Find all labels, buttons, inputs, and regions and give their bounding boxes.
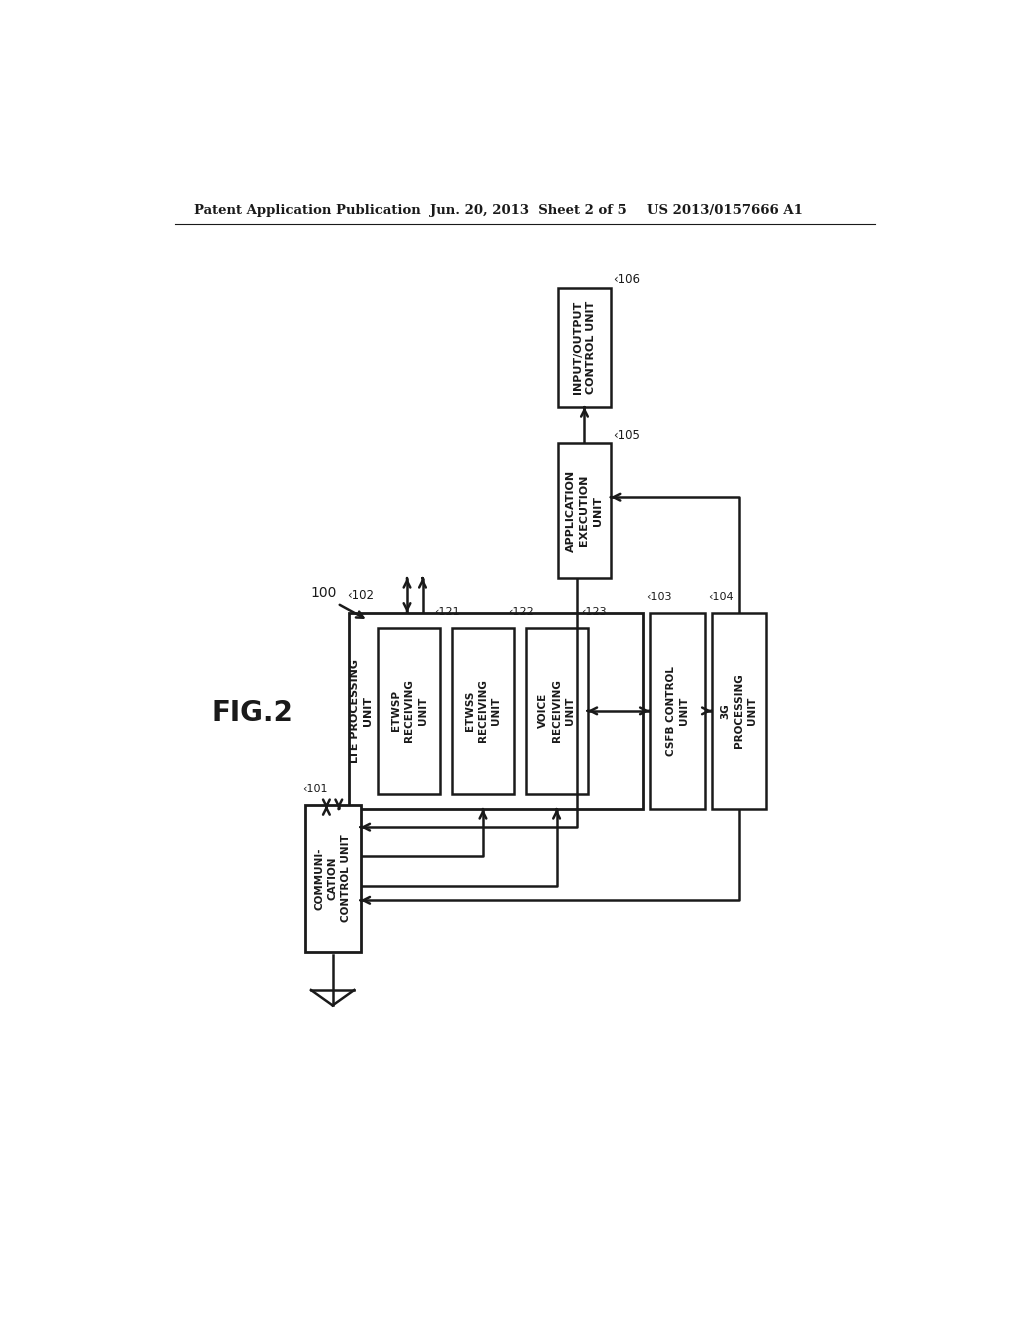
Bar (525, 628, 588, 793)
Text: ‹105: ‹105 (613, 429, 640, 442)
Text: LTE PROCESSING
UNIT: LTE PROCESSING UNIT (349, 659, 373, 763)
Bar (305, 805, 360, 952)
Text: ‹123: ‹123 (582, 607, 607, 618)
Bar (558, 444, 611, 578)
Text: US 2013/0157666 A1: US 2013/0157666 A1 (647, 205, 803, 218)
Text: FIG.2: FIG.2 (212, 698, 294, 727)
Text: ‹103: ‹103 (646, 591, 671, 602)
Text: VOICE
RECEIVING
UNIT: VOICE RECEIVING UNIT (539, 680, 574, 742)
Bar (558, 288, 611, 407)
Text: Jun. 20, 2013  Sheet 2 of 5: Jun. 20, 2013 Sheet 2 of 5 (430, 205, 627, 218)
Text: 3G
PROCESSING
UNIT: 3G PROCESSING UNIT (721, 673, 757, 748)
Bar (349, 612, 643, 809)
Text: Patent Application Publication: Patent Application Publication (194, 205, 421, 218)
Text: ‹102: ‹102 (347, 589, 375, 602)
Text: ETWSP
RECEIVING
UNIT: ETWSP RECEIVING UNIT (391, 680, 428, 742)
Text: COMMUNI-
CATION
CONTROL UNIT: COMMUNI- CATION CONTROL UNIT (314, 834, 351, 923)
Bar (378, 628, 440, 793)
Bar (452, 628, 514, 793)
Text: ‹101: ‹101 (302, 784, 328, 795)
Text: ‹106: ‹106 (613, 273, 640, 286)
Bar (649, 612, 706, 809)
Text: APPLICATION
EXECUTION
UNIT: APPLICATION EXECUTION UNIT (566, 470, 603, 552)
Text: INPUT/OUTPUT
CONTROL UNIT: INPUT/OUTPUT CONTROL UNIT (572, 301, 596, 395)
Text: ‹121: ‹121 (434, 607, 460, 618)
Text: ETWSS
RECEIVING
UNIT: ETWSS RECEIVING UNIT (465, 680, 501, 742)
Text: CSFB CONTROL
UNIT: CSFB CONTROL UNIT (666, 665, 689, 756)
Text: ‹104: ‹104 (708, 591, 733, 602)
Text: 100: 100 (310, 586, 337, 601)
Text: ‹122: ‹122 (508, 607, 534, 618)
Bar (712, 612, 766, 809)
